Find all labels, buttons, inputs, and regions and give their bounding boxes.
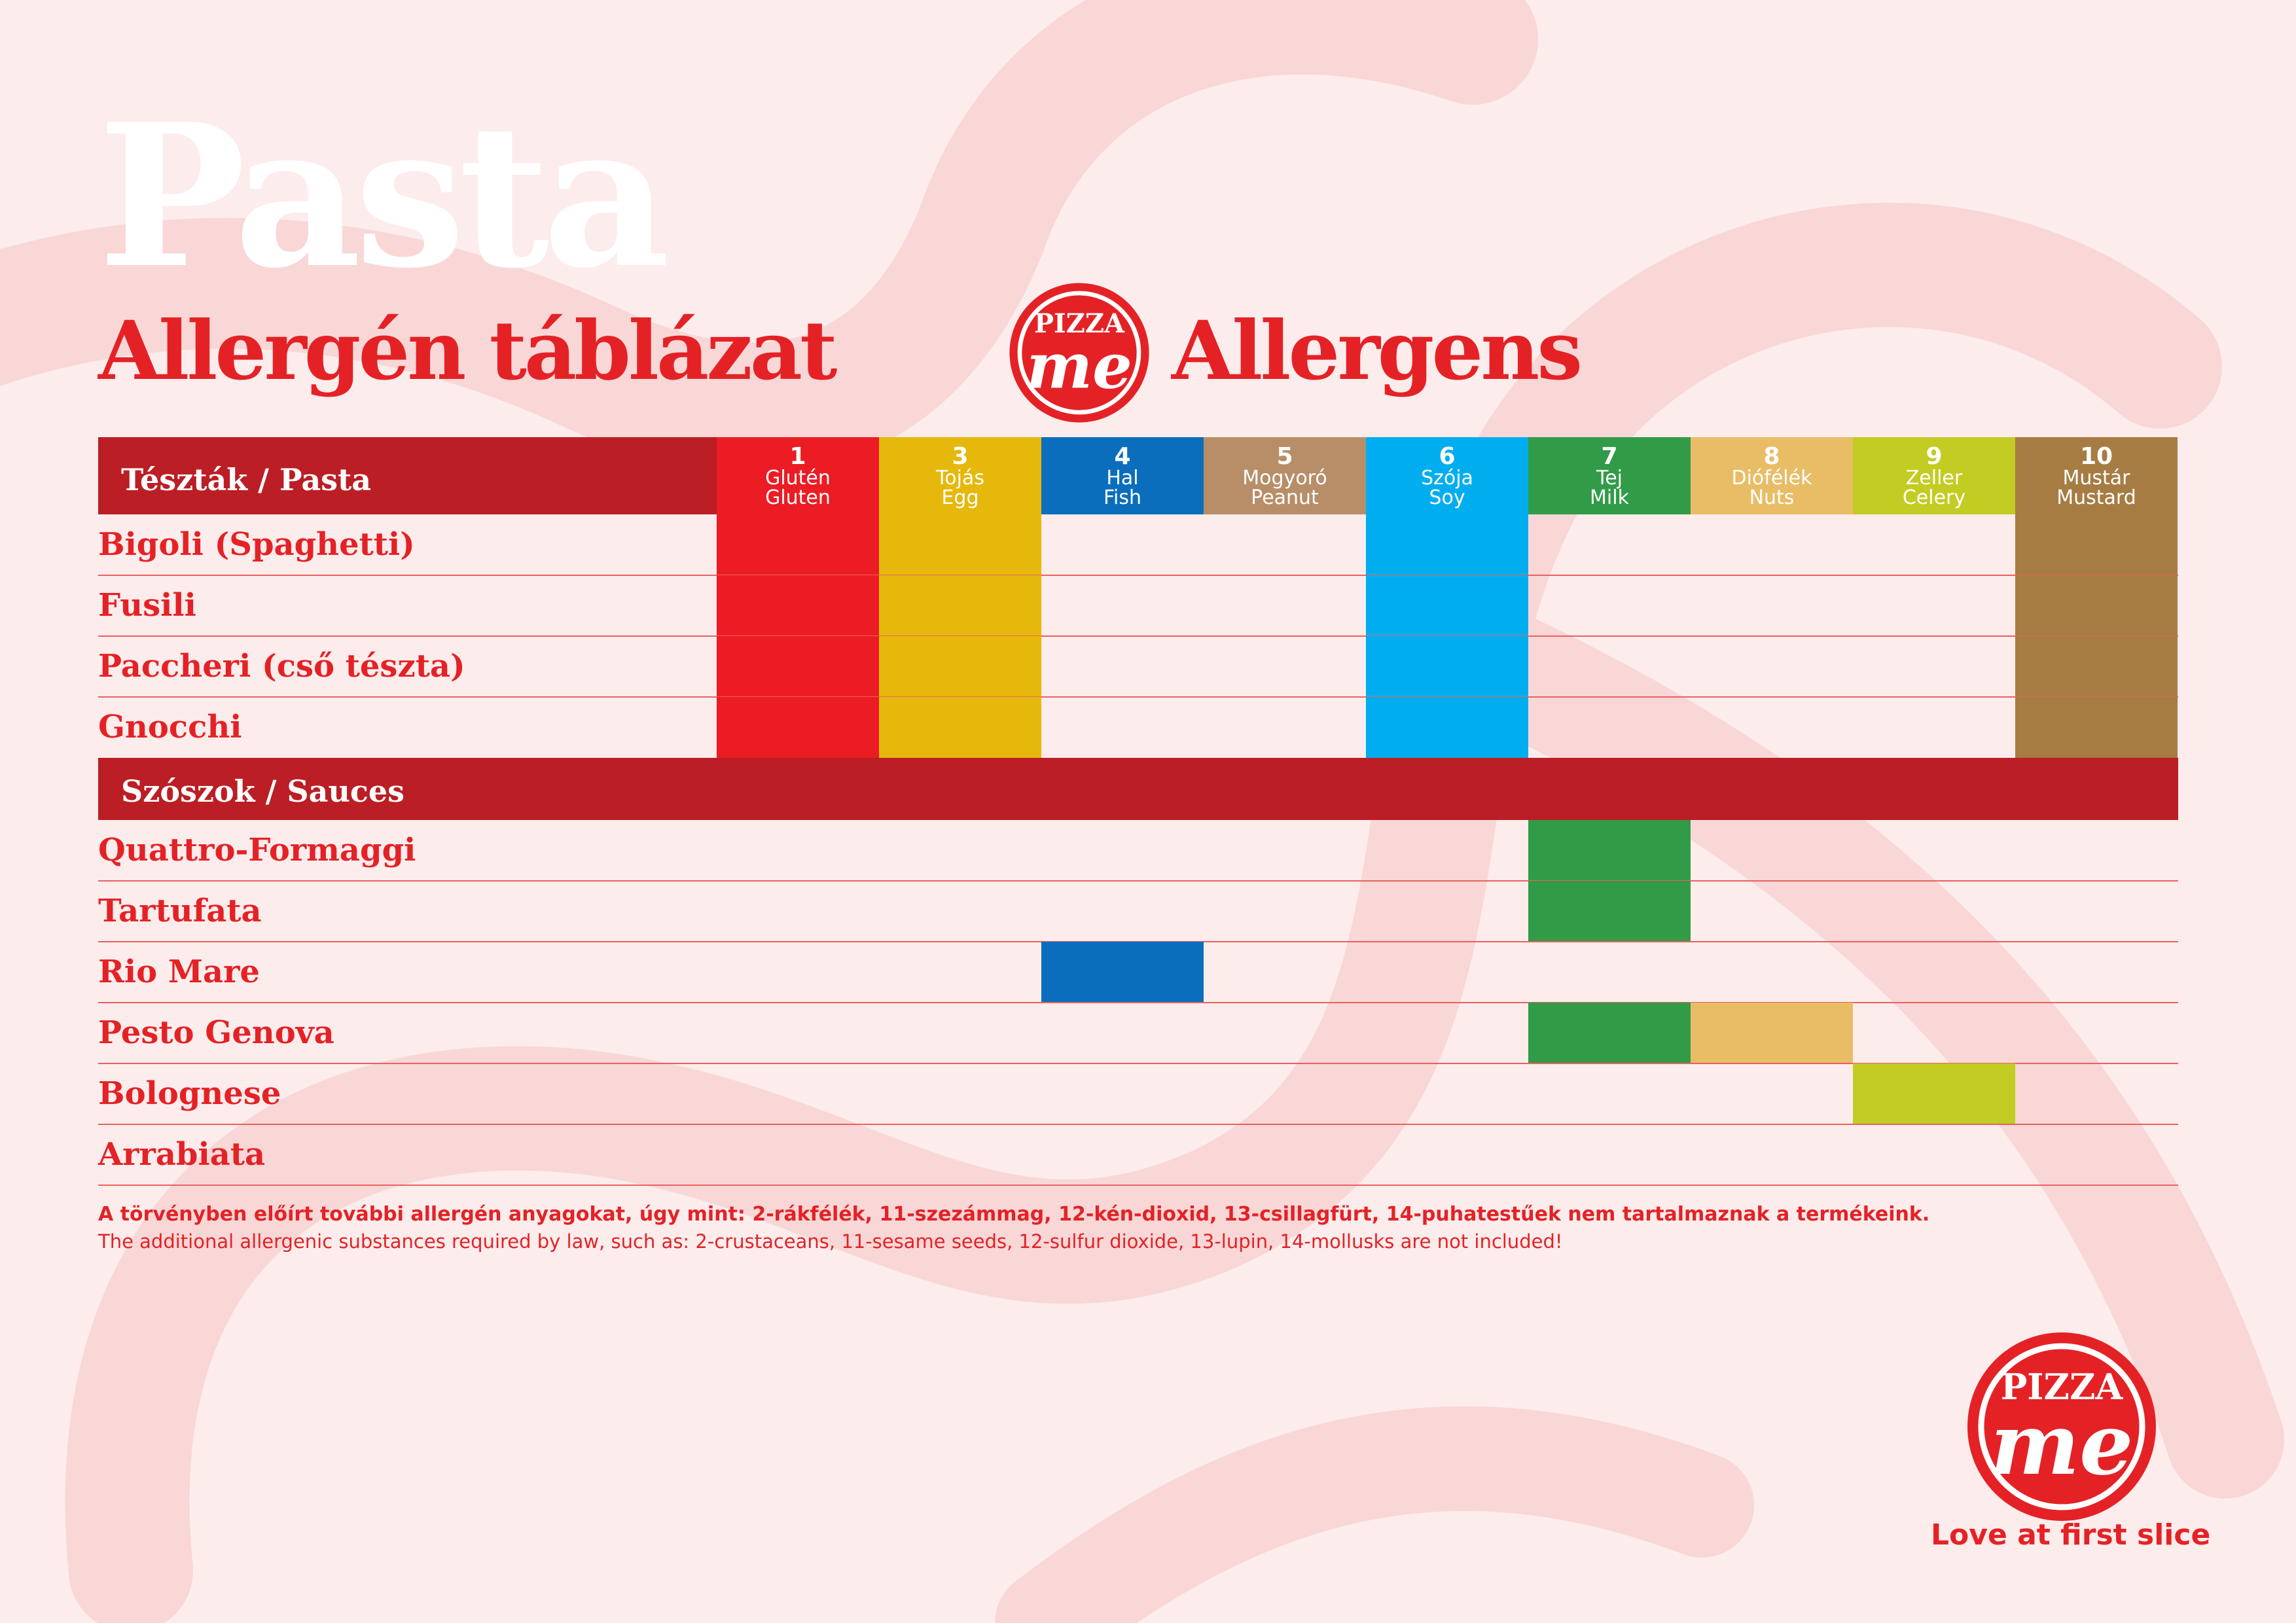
- allergen-name-hu: Szója: [1421, 467, 1473, 490]
- allergen-cell: [1366, 697, 1528, 758]
- row-label: Pesto Genova: [98, 1014, 334, 1051]
- allergen-number: 10: [2079, 443, 2113, 470]
- logo-text: PIZZA: [2001, 1366, 2124, 1408]
- allergen-number: 4: [1114, 443, 1131, 470]
- allergen-header-cell: [1366, 437, 1528, 514]
- allergen-cell: [879, 514, 1041, 575]
- row-divider: [98, 1002, 2178, 1003]
- allergen-cell: [1041, 942, 1204, 1003]
- subtitle-english: Allergens: [1172, 304, 1583, 399]
- allergen-cell: [1691, 1003, 1853, 1063]
- allergen-name-hu: Tej: [1596, 467, 1623, 490]
- section-header-bar: [98, 437, 717, 514]
- allergen-name-en: Soy: [1429, 486, 1465, 509]
- logo-text: PIZZA: [1034, 308, 1125, 339]
- page-title: Pasta: [98, 80, 670, 312]
- row-divider: [98, 635, 2178, 637]
- allergen-name-en: Fish: [1103, 486, 1142, 509]
- row-label: Rio Mare: [98, 954, 260, 990]
- allergen-cell: [1853, 1063, 2015, 1124]
- allergen-cell: [879, 636, 1041, 697]
- row-divider: [98, 1185, 2178, 1186]
- row-label: Fusili: [98, 587, 196, 624]
- allergen-cell: [2015, 514, 2178, 575]
- allergen-name-en: Mustard: [2056, 486, 2136, 509]
- allergen-name-hu: Zeller: [1905, 467, 1963, 490]
- allergen-header-cell: [717, 437, 879, 514]
- allergen-number: 7: [1601, 443, 1618, 470]
- allergen-header-cell: [1041, 437, 1204, 514]
- legal-note-hungarian: A törvényben előírt további allergén any…: [98, 1203, 1930, 1226]
- row-label: Quattro-Formaggi: [98, 832, 416, 868]
- subtitle-hungarian: Allergén táblázat: [98, 304, 837, 399]
- allergen-name-hu: Glutén: [765, 467, 831, 490]
- allergen-number: 9: [1926, 443, 1943, 470]
- row-label: Gnocchi: [98, 709, 242, 745]
- section-header-bar: [98, 758, 2178, 820]
- row-label: Bigoli (Spaghetti): [98, 526, 415, 563]
- allergen-cell: [717, 514, 879, 575]
- allergen-cell: [879, 575, 1041, 636]
- allergen-name-en: Milk: [1590, 486, 1629, 509]
- allergen-name-hu: Diófélék: [1731, 467, 1812, 490]
- allergen-cell: [2015, 575, 2178, 636]
- allergen-name-en: Nuts: [1749, 486, 1795, 509]
- allergen-cell: [1366, 636, 1528, 697]
- row-divider: [98, 1124, 2178, 1125]
- allergen-cell: [2015, 697, 2178, 758]
- brand-tagline: Love at first slice: [1931, 1518, 2211, 1552]
- row-label: Tartufata: [98, 893, 262, 929]
- pizza-me-logo-large: PIZZA me: [1967, 1332, 2156, 1521]
- allergen-name-hu: Mogyoró: [1242, 467, 1327, 490]
- allergen-number: 3: [952, 443, 969, 470]
- row-label: Paccheri (cső tészta): [98, 648, 465, 685]
- row-label: Bolognese: [98, 1075, 281, 1112]
- row-divider: [98, 1063, 2178, 1064]
- allergen-cell: [1528, 820, 1691, 881]
- allergen-cell: [879, 697, 1041, 758]
- allergen-name-hu: Tojás: [936, 467, 984, 490]
- allergen-number: 1: [789, 443, 806, 470]
- allergen-header-cell: [1528, 437, 1691, 514]
- allergen-name-hu: Mustár: [2062, 467, 2130, 490]
- allergen-cell: [1528, 881, 1691, 942]
- allergen-header-cell: [2015, 437, 2178, 514]
- pizza-me-logo: PIZZA me: [1009, 283, 1149, 423]
- allergen-header-cell: [1691, 437, 1853, 514]
- section-label: Szószok / Sauces: [121, 774, 405, 809]
- row-divider: [98, 575, 2178, 576]
- allergen-number: 5: [1276, 443, 1293, 470]
- row-divider: [98, 696, 2178, 698]
- allergen-name-en: Celery: [1902, 486, 1966, 509]
- allergen-name-en: Peanut: [1251, 486, 1319, 509]
- allergen-cell: [1366, 575, 1528, 636]
- allergen-cell: [1528, 1003, 1691, 1063]
- row-label: Arrabiata: [98, 1136, 266, 1173]
- row-divider: [98, 880, 2178, 882]
- logo-script: me: [1990, 1395, 2134, 1494]
- allergen-name-hu: Hal: [1106, 467, 1139, 490]
- allergen-name-en: Egg: [941, 486, 979, 509]
- logo-script: me: [1026, 329, 1132, 402]
- allergen-number: 6: [1439, 443, 1456, 470]
- allergen-cell: [2015, 636, 2178, 697]
- allergen-cell: [717, 575, 879, 636]
- allergen-cell: [1366, 514, 1528, 575]
- allergen-cell: [717, 636, 879, 697]
- allergen-cell: [717, 697, 879, 758]
- allergen-number: 8: [1763, 443, 1780, 470]
- allergen-header-cell: [879, 437, 1041, 514]
- legal-note-english: The additional allergenic substances req…: [98, 1230, 1563, 1253]
- allergen-header-cell: [1853, 437, 2015, 514]
- section-label: Tészták / Pasta: [121, 462, 372, 497]
- allergen-name-en: Gluten: [765, 486, 831, 509]
- allergen-header-cell: [1204, 437, 1366, 514]
